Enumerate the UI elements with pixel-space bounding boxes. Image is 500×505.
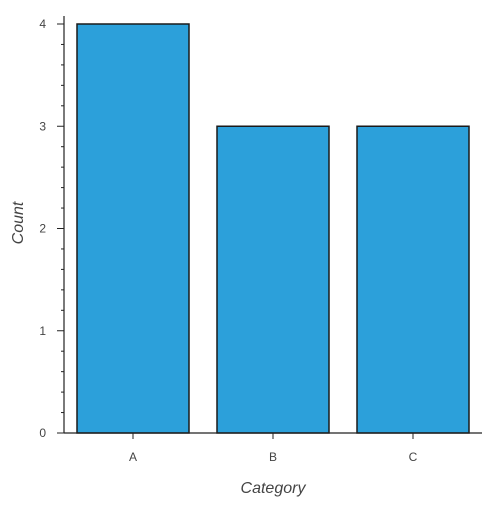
x-tick-label-A: A bbox=[129, 450, 137, 464]
y-tick-label-4: 4 bbox=[39, 17, 46, 31]
bar-B bbox=[216, 125, 330, 434]
y-tick-label-1: 1 bbox=[39, 324, 46, 338]
y-tick-label-3: 3 bbox=[39, 119, 46, 133]
axes-layer bbox=[57, 16, 482, 439]
x-tick-label-C: C bbox=[409, 450, 418, 464]
labels-layer: Category Count A B C 0 1 2 3 4 bbox=[10, 17, 418, 497]
x-tick-label-B: B bbox=[269, 450, 277, 464]
bar-A bbox=[76, 23, 190, 434]
y-tick-label-0: 0 bbox=[39, 426, 46, 440]
bars-layer bbox=[76, 23, 470, 434]
bar-C bbox=[356, 125, 470, 434]
y-axis-title: Count bbox=[10, 201, 27, 244]
x-axis-title: Category bbox=[241, 480, 307, 497]
y-tick-label-2: 2 bbox=[39, 222, 46, 236]
